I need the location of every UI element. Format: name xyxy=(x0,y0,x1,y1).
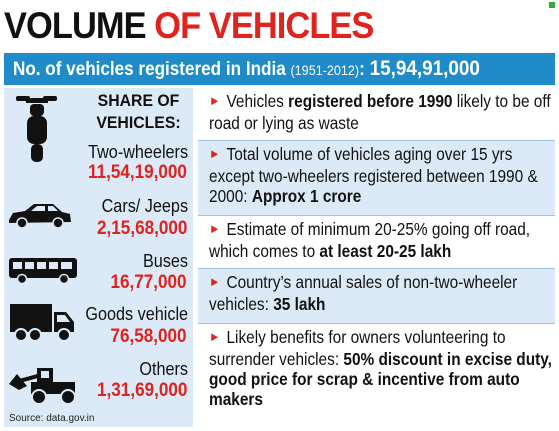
fact-highlight: Approx 1 crore xyxy=(251,186,362,206)
fact-highlight: registered before 1990 xyxy=(288,91,453,111)
fact-highlight: at least 20-25 lakh xyxy=(319,241,452,261)
facts-panel: ► Vehicles registered before 1990 likely … xyxy=(198,88,555,427)
share-heading: SHARE OF VEHICLES: xyxy=(90,90,188,134)
banner-lead: No. of vehicles registered in India xyxy=(13,59,286,80)
motorcycle-icon xyxy=(16,96,57,162)
category-label-others: Others xyxy=(139,359,188,379)
divider xyxy=(198,215,555,216)
truck-icon xyxy=(10,304,74,342)
title-word-of-vehicles: OF VEHICLES xyxy=(154,5,374,46)
fact-text: Total volume of vehicles aging over 15 y… xyxy=(209,144,538,206)
fact-text-end: likely to be off road or lying as waste xyxy=(209,91,551,133)
share-heading-line2: VEHICLES: xyxy=(96,113,181,132)
divider xyxy=(198,268,555,269)
arrow-icon: ► xyxy=(209,93,221,108)
fact-item: ► Vehicles registered before 1990 likely … xyxy=(198,88,555,140)
loader-icon xyxy=(9,368,76,405)
fact-text: Likely benefits for owners volunteering … xyxy=(209,327,506,369)
category-value-two-wheelers: 11,54,19,000 xyxy=(88,162,187,183)
fact-highlight: 35 lakh xyxy=(273,294,326,314)
arrow-icon: ► xyxy=(209,146,221,161)
car-icon xyxy=(9,204,71,229)
fact-text: Country’s annual sales of non-two-wheele… xyxy=(209,272,518,314)
category-value-goods-vehicle: 76,58,000 xyxy=(110,326,187,347)
accent-marker xyxy=(549,2,555,8)
banner-colon: : xyxy=(359,59,365,80)
fact-item: ► Likely benefits for owners volunteering… xyxy=(198,324,555,424)
share-panel: SHARE OF VEHICLES: Two-wheelers 11,54,19… xyxy=(4,88,193,427)
fact-text: Estimate of minimum 20-25% going off roa… xyxy=(209,219,531,261)
bus-icon xyxy=(9,258,77,285)
fact-highlight: 50% discount in excise duty, good price … xyxy=(209,349,552,409)
divider xyxy=(198,140,555,141)
category-value-others: 1,31,69,000 xyxy=(96,380,187,401)
category-label-cars: Cars/ Jeeps xyxy=(101,196,188,216)
fact-item: ► Country’s annual sales of non-two-wheel… xyxy=(198,269,555,323)
banner-period: (1951-2012) xyxy=(290,62,360,78)
share-heading-line1: SHARE OF xyxy=(97,91,180,110)
category-label-goods-vehicle: Goods vehicle xyxy=(85,304,188,324)
category-label-buses: Buses xyxy=(142,251,188,271)
category-value-buses: 16,77,000 xyxy=(110,272,187,293)
title-word-volume: VOLUME xyxy=(4,5,147,46)
total-registrations-banner: No. of vehicles registered in India (195… xyxy=(4,53,555,85)
arrow-icon: ► xyxy=(209,221,221,236)
page-title: VOLUME OF VEHICLES xyxy=(4,4,516,48)
arrow-icon: ► xyxy=(209,329,221,344)
category-value-cars: 2,15,68,000 xyxy=(96,218,187,239)
source-note: Source: data.gov.in xyxy=(9,413,95,424)
banner-total: 15,94,91,000 xyxy=(369,57,480,80)
arrow-icon: ► xyxy=(209,274,221,289)
fact-text: Vehicles xyxy=(226,91,289,111)
divider xyxy=(198,323,555,324)
category-label-two-wheelers: Two-wheelers xyxy=(88,142,188,162)
fact-item: ► Estimate of minimum 20-25% going off ro… xyxy=(198,216,555,268)
fact-item: ► Total volume of vehicles aging over 15 … xyxy=(198,141,555,215)
